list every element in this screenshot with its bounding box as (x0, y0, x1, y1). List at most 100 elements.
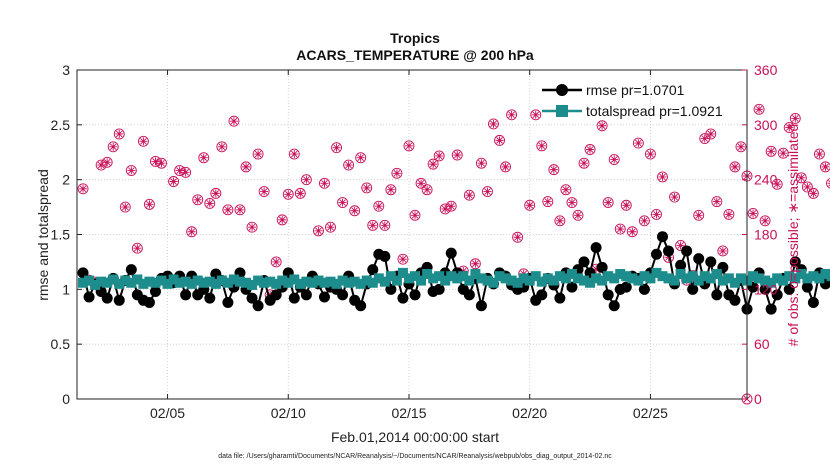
rmse-point (807, 296, 819, 308)
rmse-point (367, 264, 379, 276)
rmse-point (113, 294, 125, 306)
totalspread-point (180, 276, 191, 287)
obs-count-point (542, 196, 554, 208)
obs-count-point (795, 172, 807, 184)
totalspread-point (452, 273, 463, 284)
totalspread-point (663, 273, 674, 284)
totalspread-point (621, 271, 632, 282)
obs-count-point (753, 103, 765, 115)
obs-count-point (693, 209, 705, 221)
obs-count-point (765, 145, 777, 157)
totalspread-point (748, 271, 759, 282)
obs-count-point (204, 197, 216, 209)
obs-count-point (137, 135, 149, 147)
obs-count-point (101, 156, 113, 168)
totalspread-point (808, 271, 819, 282)
obs-count-point (156, 157, 167, 169)
rmse-point (397, 292, 409, 304)
obs-count-point (729, 161, 741, 173)
totalspread-point (174, 277, 185, 288)
obs-count-point (439, 203, 451, 215)
y-tick-label: 3 (62, 62, 70, 78)
rmse-point (204, 292, 216, 304)
obs-count-point (584, 144, 596, 155)
totalspread-point (367, 277, 378, 288)
totalspread-point (560, 273, 571, 284)
rmse-point (554, 292, 566, 304)
obs-count-point (475, 157, 487, 169)
obs-count-point (735, 141, 747, 153)
totalspread-point (78, 277, 89, 288)
totalspread-point (186, 278, 197, 289)
totalspread-point (766, 277, 777, 288)
obs-count-point (367, 219, 379, 231)
obs-count-point (198, 152, 210, 164)
obs-count-point (77, 183, 89, 195)
totalspread-point (711, 268, 722, 279)
data-file-footnote: data file: /Users/gharamti/Documents/NCA… (218, 453, 612, 460)
rmse-point (656, 231, 668, 243)
rmse-point (638, 283, 650, 295)
obs-count-point (270, 256, 282, 268)
x-axis-label: Feb.01,2014 00:00:00 start (331, 429, 499, 445)
totalspread-point (144, 276, 155, 287)
obs-count-point (675, 240, 687, 251)
totalspread-point (494, 271, 505, 282)
totalspread-point (717, 275, 728, 286)
totalspread-point (343, 277, 354, 288)
obs-count-point (427, 158, 439, 170)
rmse-point (379, 250, 391, 262)
obs-count-point (494, 134, 505, 146)
y-tick-label: 0.5 (51, 336, 71, 352)
totalspread-point (802, 273, 813, 284)
rmse-point (337, 289, 349, 301)
obs-count-point (180, 166, 192, 178)
x-tick-label: 02/15 (391, 405, 426, 421)
totalspread-point (210, 278, 221, 289)
totalspread-point (373, 273, 384, 284)
totalspread-point (150, 277, 161, 288)
totalspread-point (216, 275, 227, 286)
title-group: Tropics ACARS_TEMPERATURE @ 200 hPa (296, 30, 534, 63)
rmse-point (681, 245, 693, 257)
rmse-point (409, 289, 421, 301)
obs-count-point (252, 148, 264, 160)
totalspread-point (796, 268, 807, 279)
rmse-point (620, 281, 632, 293)
obs-count-point (717, 245, 729, 257)
obs-count-point (512, 231, 524, 243)
rmse-point (355, 300, 367, 312)
rmse-point (771, 289, 783, 301)
obs-count-point (222, 204, 234, 216)
obs-count-point (451, 149, 463, 161)
obs-count-point (596, 120, 608, 132)
totalspread-point (440, 275, 451, 286)
totalspread-point (572, 273, 583, 284)
totalspread-point (108, 274, 119, 285)
totalspread-point (476, 273, 487, 284)
rmse-point (463, 289, 475, 301)
rmse-point (433, 283, 445, 295)
totalspread-point (204, 276, 215, 287)
totalspread-point (84, 275, 95, 286)
rmse-point (801, 281, 813, 293)
totalspread-point (790, 273, 801, 284)
obs-count-point (777, 147, 789, 159)
rmse-point (789, 256, 801, 268)
rmse-point (252, 300, 264, 312)
obs-count-point (669, 191, 681, 203)
rmse-point (765, 303, 777, 315)
obs-count-point (409, 209, 421, 221)
totalspread-point (385, 271, 396, 282)
obs-count-point (337, 197, 349, 208)
obs-count-point (294, 187, 306, 199)
rmse-point (318, 291, 330, 303)
totalspread-point (403, 273, 414, 284)
rmse-point (149, 286, 161, 298)
totalspread-point (548, 275, 559, 286)
totalspread-point (126, 277, 137, 288)
y-right-tick-label: 180 (754, 227, 778, 243)
y-tick-label: 0 (62, 391, 70, 407)
rmse-point (143, 296, 155, 308)
